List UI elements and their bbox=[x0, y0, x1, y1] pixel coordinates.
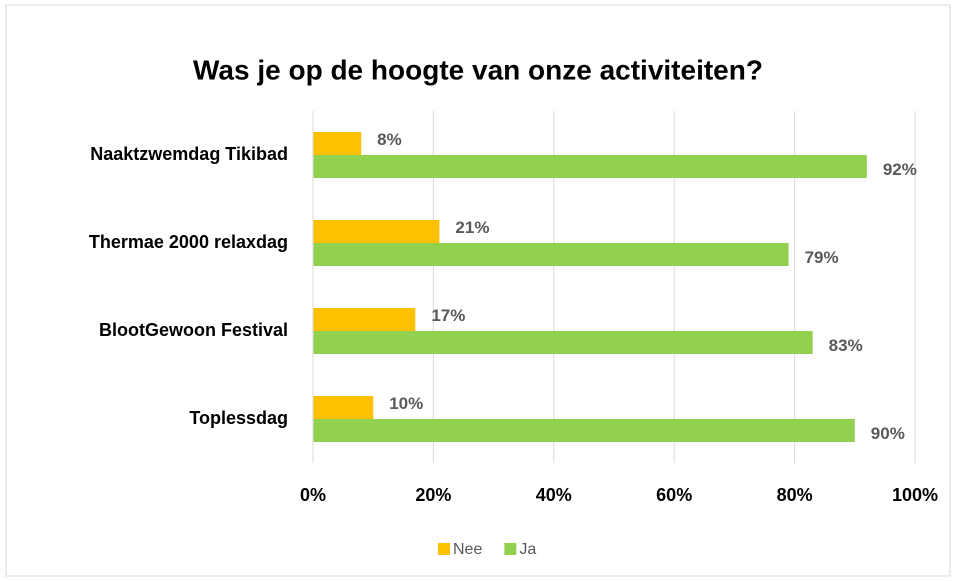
chart-title: Was je op de hoogte van onze activiteite… bbox=[193, 54, 763, 85]
x-tick-label: 0% bbox=[300, 485, 326, 505]
bar bbox=[313, 220, 440, 243]
legend-swatch bbox=[504, 543, 517, 555]
data-label: 79% bbox=[805, 248, 839, 267]
bar bbox=[313, 243, 789, 266]
x-tick-label: 20% bbox=[415, 485, 451, 505]
y-tick-label: Thermae 2000 relaxdag bbox=[89, 232, 288, 252]
data-label: 17% bbox=[431, 306, 465, 325]
bar bbox=[313, 155, 867, 178]
chart-frame bbox=[5, 4, 951, 577]
legend-swatch bbox=[438, 543, 450, 555]
y-tick-label: BlootGewoon Festival bbox=[99, 320, 288, 340]
x-tick-label: 40% bbox=[536, 485, 572, 505]
bar bbox=[313, 308, 416, 331]
y-tick-label: Toplessdag bbox=[189, 408, 288, 428]
x-tick-label: 60% bbox=[656, 485, 692, 505]
data-label: 21% bbox=[455, 218, 489, 237]
x-tick-label: 80% bbox=[777, 485, 813, 505]
legend-label: Ja bbox=[519, 541, 536, 558]
bar bbox=[313, 132, 362, 155]
bar bbox=[313, 419, 855, 442]
y-tick-label: Naaktzwemdag Tikibad bbox=[90, 144, 288, 164]
data-label: 90% bbox=[871, 424, 905, 443]
data-label: 83% bbox=[829, 336, 863, 355]
bar bbox=[313, 331, 813, 354]
legend-label: Nee bbox=[453, 541, 482, 558]
x-tick-label: 100% bbox=[892, 485, 938, 505]
data-label: 92% bbox=[883, 160, 917, 179]
data-label: 8% bbox=[377, 130, 402, 149]
bar bbox=[313, 396, 374, 419]
data-label: 10% bbox=[389, 394, 423, 413]
